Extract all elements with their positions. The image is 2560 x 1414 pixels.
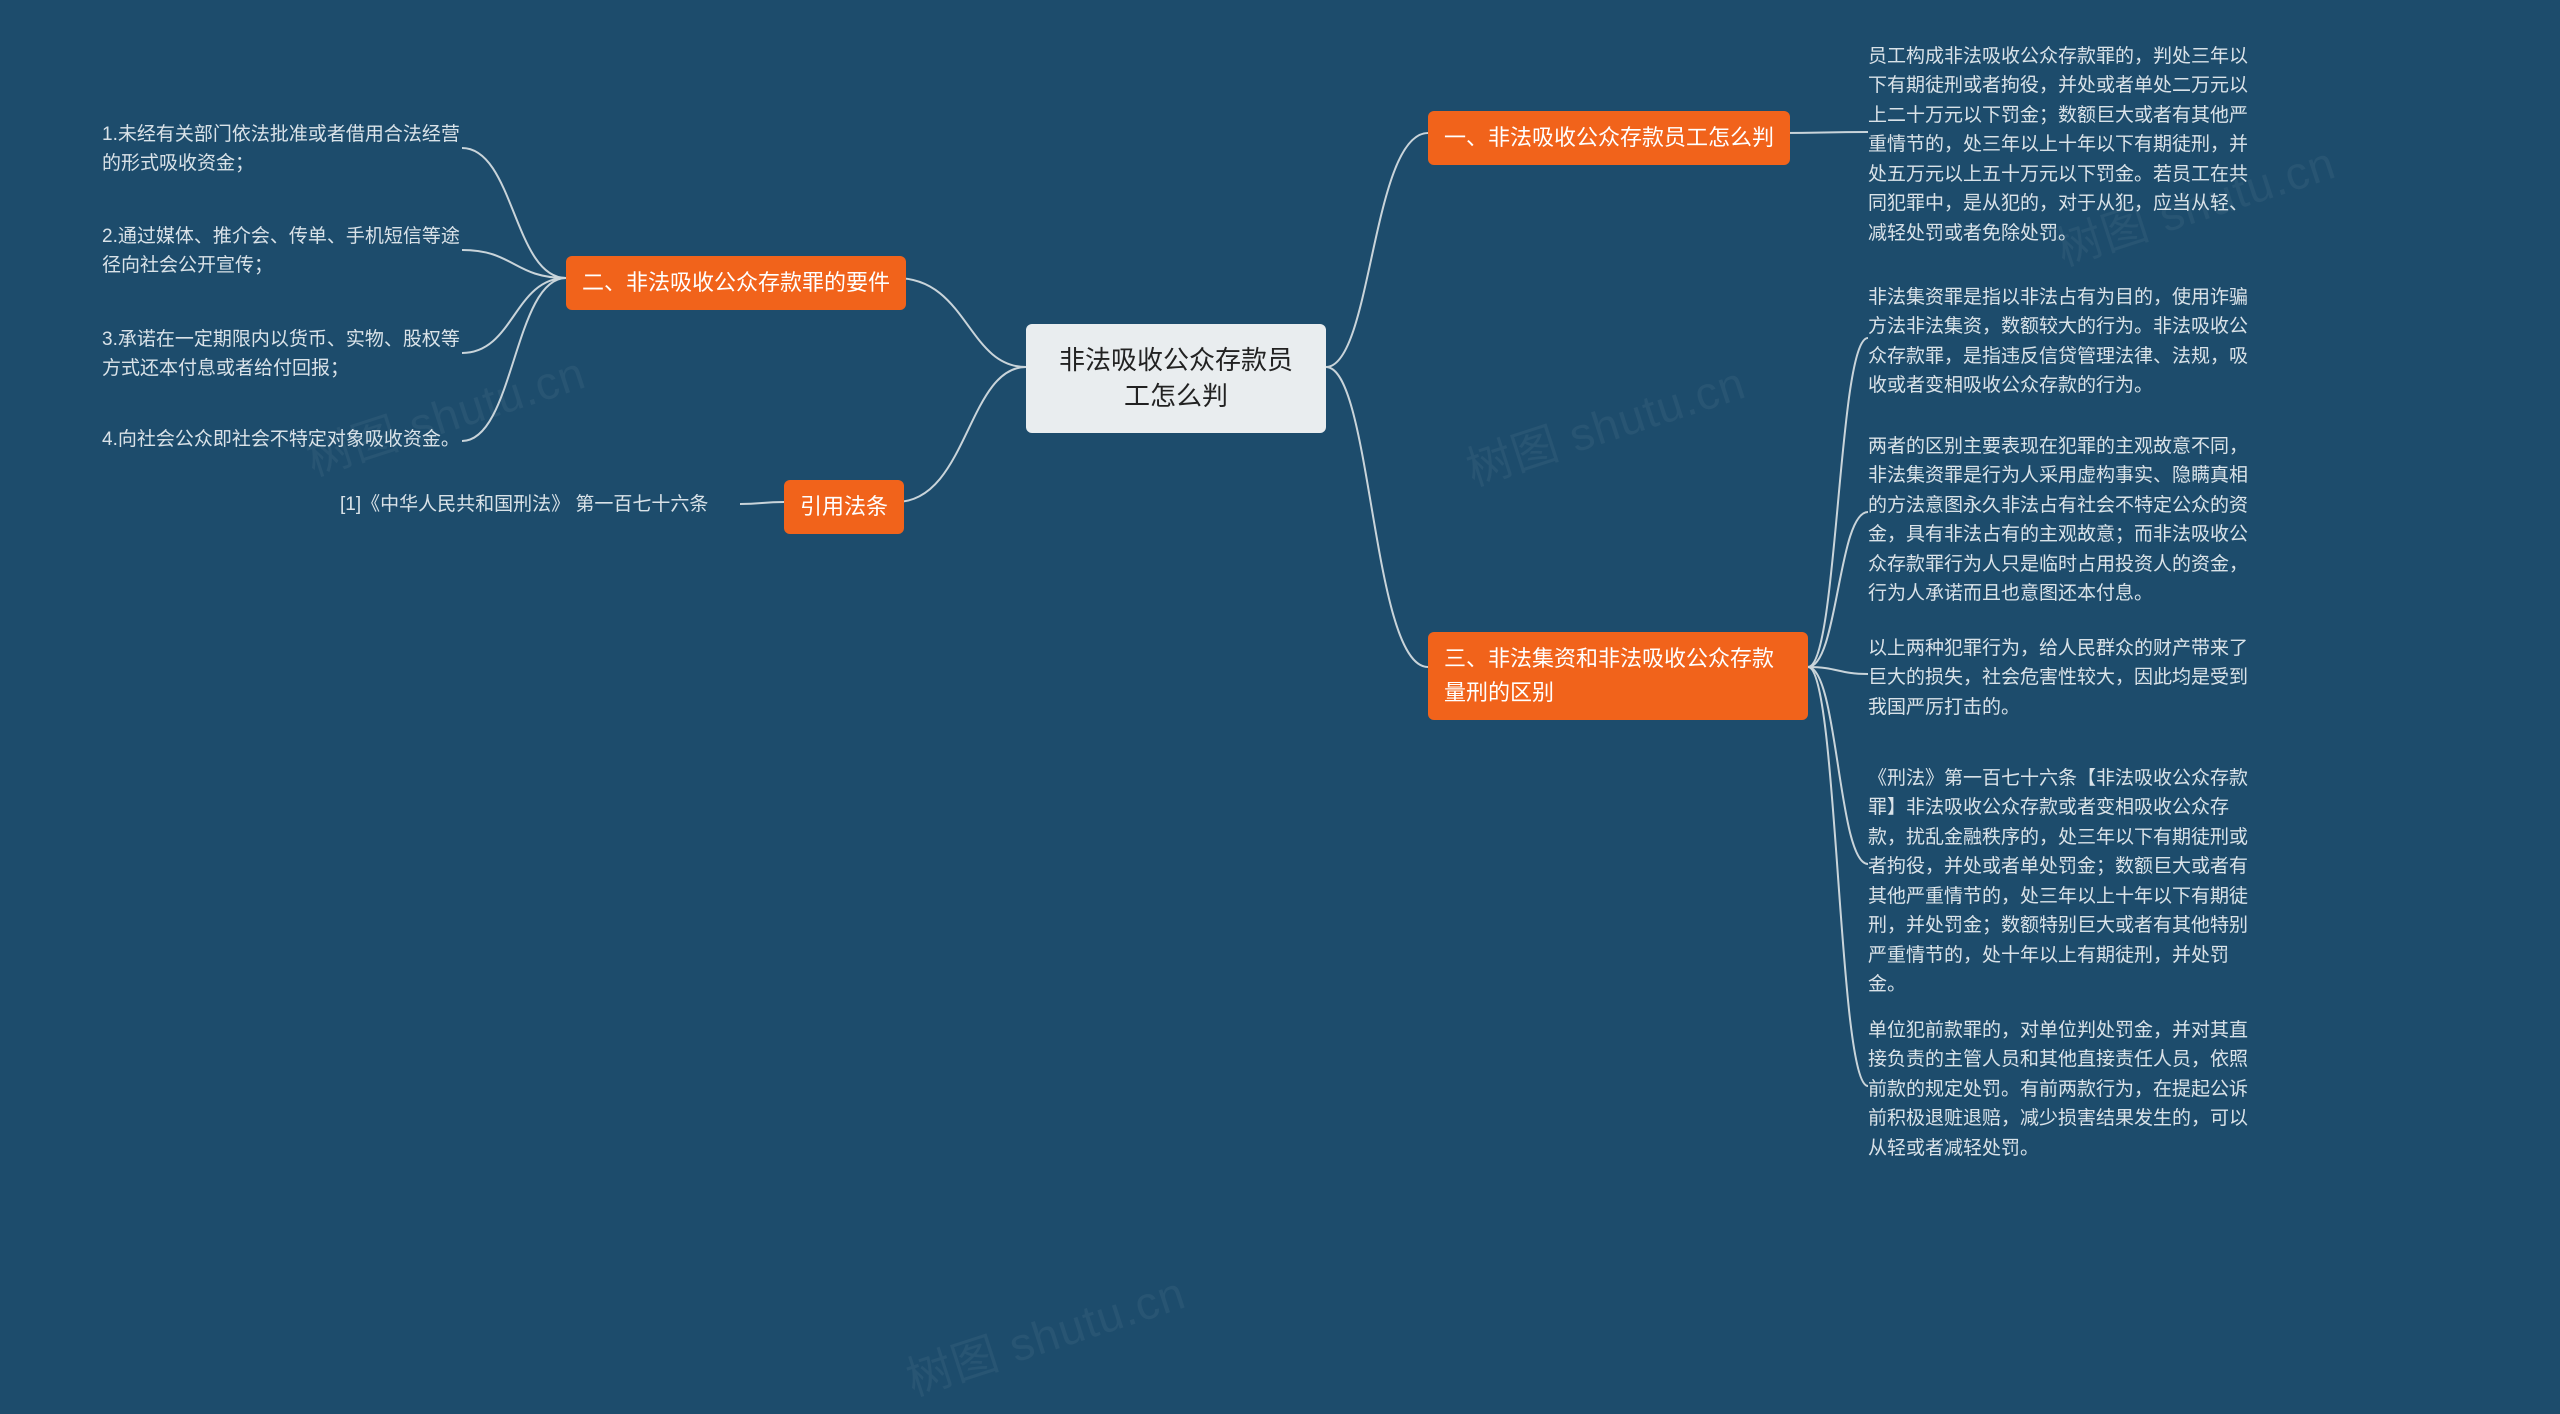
leaf-b2-2: 3.承诺在一定期限内以货币、实物、股权等方式还本付息或者给付回报；: [102, 325, 462, 384]
leaf-b1-0: 员工构成非法吸收公众存款罪的，判处三年以下有期徒刑或者拘役，并处或者单处二万元以…: [1868, 42, 2248, 248]
leaf-b4-0: [1]《中华人民共和国刑法》 第一百七十六条: [340, 490, 740, 519]
branch-b1: 一、非法吸收公众存款员工怎么判: [1428, 111, 1790, 165]
center-topic: 非法吸收公众存款员工怎么判: [1026, 324, 1326, 433]
watermark: 树图 shutu.cn: [1457, 347, 1753, 499]
leaf-b2-3: 4.向社会公众即社会不特定对象吸收资金。: [102, 425, 462, 454]
branch-b4: 引用法条: [784, 480, 904, 534]
leaf-b3-0: 非法集资罪是指以非法占有为目的，使用诈骗方法非法集资，数额较大的行为。非法吸收公…: [1868, 283, 2248, 401]
leaf-b3-4: 单位犯前款罪的，对单位判处罚金，并对其直接负责的主管人员和其他直接责任人员，依照…: [1868, 1016, 2248, 1163]
branch-b3: 三、非法集资和非法吸收公众存款量刑的区别: [1428, 632, 1808, 720]
leaf-b2-0: 1.未经有关部门依法批准或者借用合法经营的形式吸收资金；: [102, 120, 462, 179]
leaf-b2-1: 2.通过媒体、推介会、传单、手机短信等途径向社会公开宣传；: [102, 222, 462, 281]
leaf-b3-3: 《刑法》第一百七十六条【非法吸收公众存款罪】非法吸收公众存款或者变相吸收公众存款…: [1868, 764, 2248, 1000]
leaf-b3-2: 以上两种犯罪行为，给人民群众的财产带来了巨大的损失，社会危害性较大，因此均是受到…: [1868, 634, 2248, 722]
leaf-b3-1: 两者的区别主要表现在犯罪的主观故意不同，非法集资罪是行为人采用虚构事实、隐瞒真相…: [1868, 432, 2248, 609]
watermark: 树图 shutu.cn: [897, 1257, 1193, 1409]
branch-b2: 二、非法吸收公众存款罪的要件: [566, 256, 906, 310]
